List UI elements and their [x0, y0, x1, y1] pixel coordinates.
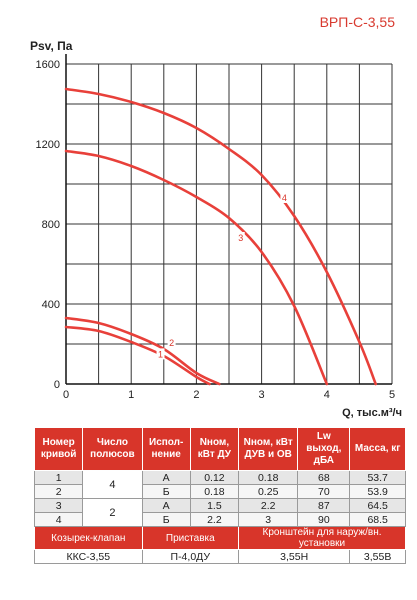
header-mass: Масса, кг: [349, 427, 406, 471]
cell-curve: 4: [33, 512, 84, 527]
x-tick-label: 2: [193, 389, 199, 401]
chart-grid: [65, 54, 393, 385]
chart-curve-labels: 12 3 4: [156, 192, 289, 360]
cell-curve: 2: [33, 484, 84, 499]
cell-power-du: 2.2: [189, 512, 240, 527]
cell-curve: 3: [33, 498, 84, 513]
cell-power-duv: 2.2: [238, 498, 299, 513]
cell-curve: 1: [33, 470, 84, 485]
model-title: ВРП-С-3,55: [319, 14, 395, 30]
cell-mass: 53.7: [349, 470, 406, 485]
table-row: 1 4 А 0.12 0.18 68 53.7: [33, 470, 406, 499]
x-tick-label: 4: [324, 389, 330, 401]
cell-mass: 53.9: [349, 484, 406, 499]
accessory-value-adapter: П-4,0ДУ: [141, 549, 240, 564]
curve-label: 2: [169, 338, 174, 348]
cell-poles: 2: [82, 498, 143, 527]
curve-label: 1: [158, 349, 163, 359]
accessory-value-visor-valve: ККС-3,55: [34, 549, 143, 564]
header-curve-number: Номер кривой: [33, 427, 84, 471]
y-tick-label: 800: [42, 219, 60, 231]
curve-label-bg: [236, 232, 245, 243]
cell-power-duv: 0.25: [238, 484, 299, 499]
y-tick-label: 400: [42, 299, 60, 311]
cell-power-du: 0.12: [189, 470, 240, 485]
cell-power-du: 0.18: [189, 484, 240, 499]
x-tick-label: 0: [63, 389, 69, 401]
header-sound-level: Lw выход, дБА: [297, 427, 351, 471]
cell-sound-level: 68: [297, 470, 351, 485]
y-tick-label: 0: [54, 379, 60, 391]
table-header-row: Номер кривой Число полюсов Испол-нение N…: [33, 427, 406, 471]
curve-4: [64, 87, 377, 386]
header-version: Испол-нение: [141, 427, 191, 471]
cell-mass: 68.5: [349, 512, 406, 527]
accessory-label-adapter: Приставка: [141, 526, 240, 550]
table-row: 3 2 А 1.5 2.2 87 64.5: [33, 498, 406, 527]
accessory-label-visor-valve: Козырек-клапан: [34, 526, 143, 550]
x-axis-label: Q, тыс.м³/ч: [342, 407, 402, 419]
y-tick-label: 1600: [36, 59, 60, 71]
x-tick-label: 1: [128, 389, 134, 401]
cell-sound-level: 90: [297, 512, 351, 527]
x-tick-label: 5: [389, 389, 395, 401]
accessory-label-bracket: Кронштейн для наруж/вн. установки: [238, 526, 406, 550]
curve-3: [64, 149, 329, 386]
cell-version: Б: [141, 484, 191, 499]
cell-version: А: [141, 498, 191, 513]
cell-power-duv: 0.18: [238, 470, 299, 485]
curve-label-bg: [167, 337, 176, 348]
cell-version: А: [141, 470, 191, 485]
cell-version: Б: [141, 512, 191, 527]
y-axis-label: Psv, Па: [30, 39, 73, 53]
cell-power-duv: 3: [238, 512, 299, 527]
curve-1: [64, 325, 211, 386]
x-tick-label: 3: [259, 389, 265, 401]
y-tick-label: 1200: [36, 139, 60, 151]
cell-mass: 64.5: [349, 498, 406, 513]
curve-label-bg: [280, 192, 289, 203]
accessory-value-bracket-outdoor: 3,55Н: [238, 549, 351, 564]
curve-label: 4: [282, 193, 287, 203]
cell-sound-level: 70: [297, 484, 351, 499]
spec-table: Номер кривой Число полюсов Испол-нение N…: [33, 427, 406, 564]
header-power-duv: Nном, кВт ДУВ и ОВ: [238, 427, 299, 471]
accessories-values-row: ККС-3,55 П-4,0ДУ 3,55Н 3,55В: [34, 549, 406, 564]
header-poles: Число полюсов: [82, 427, 143, 471]
cell-power-du: 1.5: [189, 498, 240, 513]
curve-2: [64, 316, 221, 386]
curve-label-bg: [156, 348, 165, 360]
accessory-value-bracket-indoor: 3,55В: [349, 549, 406, 564]
chart-curves: [64, 87, 377, 386]
cell-poles: 4: [82, 470, 143, 499]
header-power-du: Nном, кВт ДУ: [189, 427, 240, 471]
curve-label: 3: [238, 233, 243, 243]
cell-sound-level: 87: [297, 498, 351, 513]
accessories-header-row: Козырек-клапан Приставка Кронштейн для н…: [34, 526, 406, 550]
